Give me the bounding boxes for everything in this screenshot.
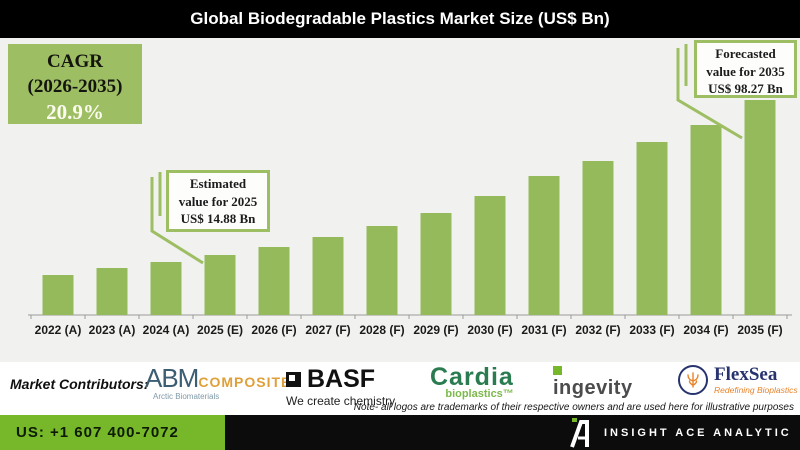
- x-axis-label: 2023 (A): [89, 323, 136, 337]
- bar-2031 (F): [528, 176, 560, 315]
- bar-2027 (F): [312, 237, 344, 315]
- contributors-strip: Market Contributors: ABM COMPOSITE Arcti…: [0, 362, 800, 415]
- bar-2022 (A): [42, 275, 74, 315]
- cagr-badge: CAGR (2026-2035) 20.9%: [8, 44, 142, 124]
- ingevity-leaf-icon: [553, 366, 562, 375]
- forecasted-value-callout: Forecasted value for 2035 US$ 98.27 Bn: [694, 40, 797, 98]
- page-title: Global Biodegradable Plastics Market Siz…: [0, 0, 800, 38]
- bars-layer: 2022 (A) 2023 (A) 2024 (A) 2025 (E) 2026 (F)…: [28, 100, 792, 337]
- bar-2023 (A): [96, 268, 128, 315]
- footer-bar: US: +1 607 400-7072 INSIGHT ACE ANALYTIC: [0, 415, 800, 450]
- x-axis-label: 2027 (F): [305, 323, 350, 337]
- basf-square-icon: [286, 372, 301, 387]
- forecasted-line-1: Forecasted: [715, 46, 776, 61]
- bar-2026 (F): [258, 247, 290, 315]
- flexsea-logo: FlexSea Redefining Bioplastics: [678, 365, 798, 395]
- chart-canvas: 2022 (A) 2023 (A) 2024 (A) 2025 (E) 2026 (F)…: [28, 44, 792, 337]
- estimated-line-2: value for 2025: [178, 193, 258, 209]
- flexsea-tagline: Redefining Bioplastics: [714, 385, 798, 395]
- bar-2025 (E): [204, 255, 236, 315]
- insight-ace-logo-icon: [570, 417, 592, 448]
- forecasted-line-2: value for 2035: [706, 63, 785, 79]
- cardia-logo-text: Cardia: [430, 363, 514, 391]
- x-axis-label: 2024 (A): [143, 323, 190, 337]
- bar-2032 (F): [582, 161, 614, 315]
- estimated-value-callout: Estimated value for 2025 US$ 14.88 Bn: [166, 170, 270, 232]
- cagr-label: CAGR: [47, 51, 103, 72]
- forecasted-line-3: US$ 98.27 Bn: [708, 81, 783, 96]
- x-axis-label: 2025 (E): [197, 323, 243, 337]
- trademark-note: Note- all logos are trademarks of their …: [353, 402, 794, 413]
- basf-logo: BASF We create chemistry: [286, 367, 395, 408]
- bar-2035 (F): [744, 100, 776, 315]
- x-axis-label: 2029 (F): [413, 323, 458, 337]
- bar-2033 (F): [636, 142, 668, 315]
- x-axis-label: 2030 (F): [467, 323, 512, 337]
- cardia-tagline: bioplastics™: [445, 388, 514, 400]
- callout-lines: [150, 44, 743, 265]
- x-axis-label: 2032 (F): [575, 323, 620, 337]
- abm-logo-text: ABM: [145, 363, 199, 393]
- x-axis-label: 2031 (F): [521, 323, 566, 337]
- estimated-line-1: Estimated: [189, 176, 247, 191]
- x-axis-label: 2034 (F): [683, 323, 728, 337]
- x-axis-label: 2022 (A): [35, 323, 82, 337]
- brand-green-dot: [572, 417, 577, 422]
- x-axis-label: 2033 (F): [629, 323, 674, 337]
- bar-2028 (F): [366, 226, 398, 315]
- x-axis-label: 2028 (F): [359, 323, 404, 337]
- abm-tagline: Arctic Biomaterials: [153, 392, 220, 401]
- abm-composite-text: COMPOSITE: [198, 374, 292, 390]
- bar-2030 (F): [474, 196, 506, 315]
- phone-banner: US: +1 607 400-7072: [0, 415, 225, 450]
- x-axis-label: 2026 (F): [251, 323, 296, 337]
- flexsea-seaweed-icon: [678, 365, 708, 395]
- bar-chart: 2022 (A) 2023 (A) 2024 (A) 2025 (E) 2026 (F)…: [0, 38, 800, 362]
- bar-2029 (F): [420, 213, 452, 315]
- estimated-line-3: US$ 14.88 Bn: [180, 211, 256, 226]
- basf-tagline: We create chemistry: [286, 394, 396, 408]
- basf-logo-text: BASF: [307, 365, 376, 393]
- brand-name: INSIGHT ACE ANALYTIC: [604, 426, 792, 439]
- callout-line-estimated: [150, 177, 204, 265]
- callout-line-forecasted: [676, 48, 743, 140]
- phone-number: US: +1 607 400-7072: [16, 424, 179, 441]
- insight-ace-brand: INSIGHT ACE ANALYTIC: [570, 415, 792, 450]
- ingevity-logo-text: ingevity: [553, 377, 633, 399]
- x-axis-label: 2035 (F): [737, 323, 782, 337]
- bar-2024 (A): [150, 262, 182, 315]
- abm-composite-logo: ABM COMPOSITE Arctic Biomaterials: [145, 365, 291, 401]
- flexsea-logo-text: FlexSea: [714, 364, 778, 385]
- bar-2034 (F): [690, 125, 722, 315]
- ingevity-logo: ingevity: [553, 366, 633, 400]
- cardia-bioplastics-logo: Cardia bioplastics™: [430, 364, 514, 400]
- cagr-value: 20.9%: [46, 100, 104, 124]
- cagr-period: (2026-2035): [27, 76, 123, 97]
- contributors-label: Market Contributors:: [10, 376, 149, 392]
